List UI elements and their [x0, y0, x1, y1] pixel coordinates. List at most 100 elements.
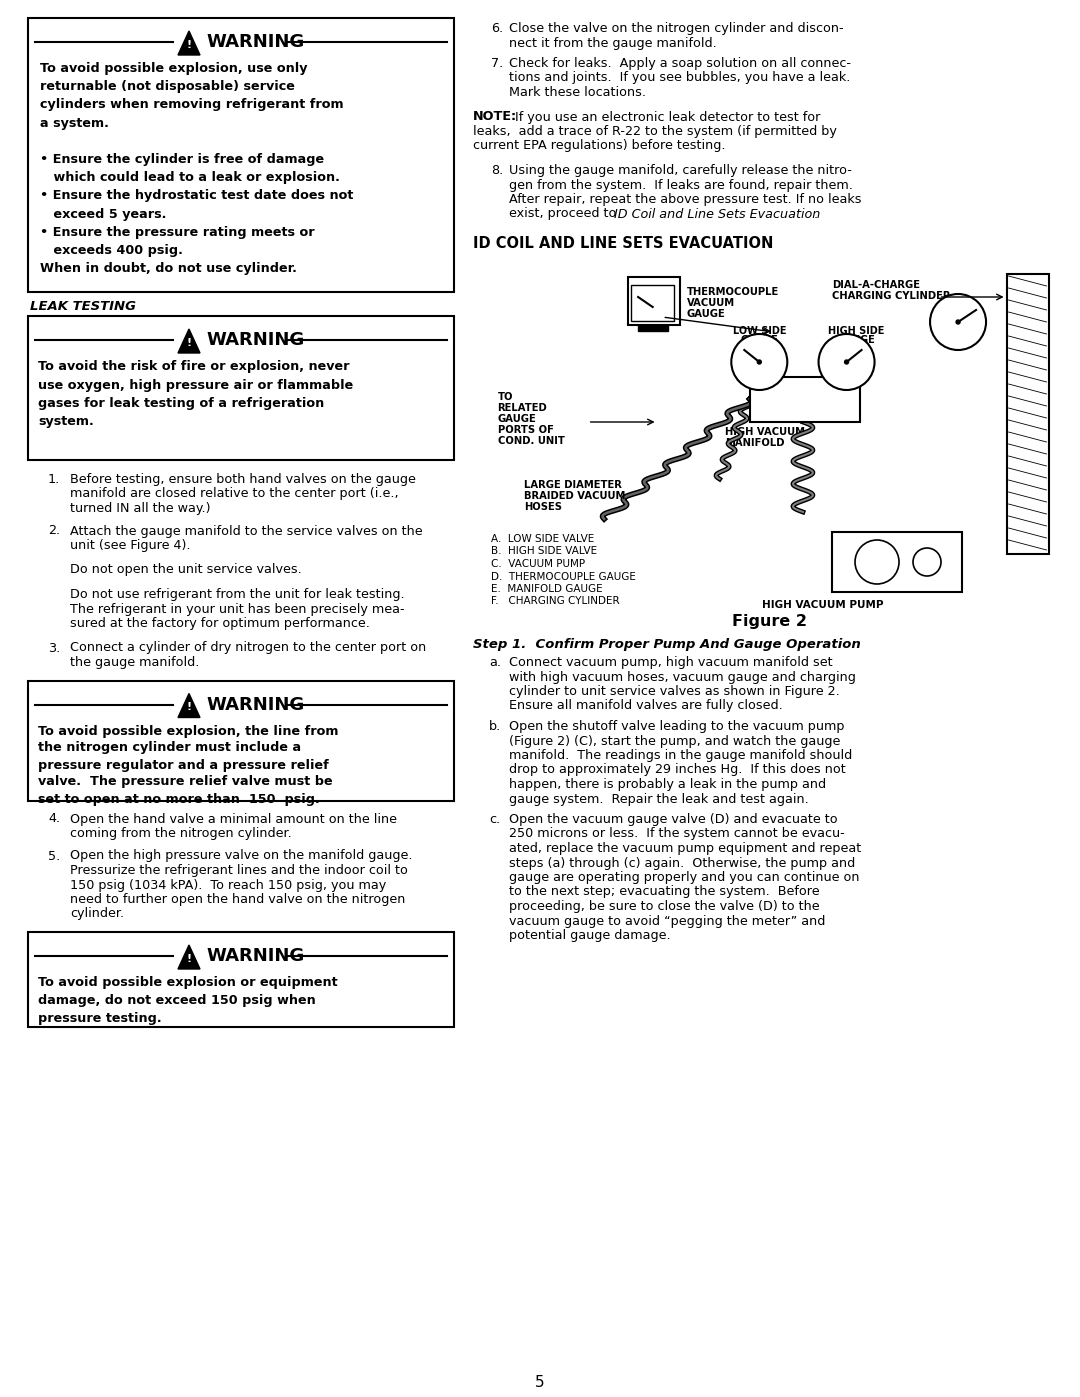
Text: valve.  The pressure relief valve must be: valve. The pressure relief valve must be — [38, 775, 333, 788]
Bar — [1007, 274, 1049, 555]
Text: HOSES: HOSES — [524, 502, 562, 511]
Text: a.: a. — [489, 657, 501, 669]
Text: NOTE:: NOTE: — [473, 110, 517, 123]
Text: pressure testing.: pressure testing. — [38, 1011, 162, 1025]
Text: 3.: 3. — [48, 641, 60, 655]
Text: Do not use refrigerant from the unit for leak testing.: Do not use refrigerant from the unit for… — [70, 588, 405, 601]
Text: Attach the gauge manifold to the service valves on the: Attach the gauge manifold to the service… — [70, 524, 422, 538]
Text: need to further open the hand valve on the nitrogen: need to further open the hand valve on t… — [70, 893, 405, 907]
Text: WARNING: WARNING — [206, 696, 305, 714]
Text: 7.: 7. — [491, 57, 503, 70]
Text: RELATED: RELATED — [498, 402, 548, 414]
Circle shape — [930, 293, 986, 351]
Text: COND. UNIT: COND. UNIT — [498, 436, 565, 446]
Text: WARNING: WARNING — [206, 331, 305, 349]
Text: TO: TO — [498, 393, 513, 402]
Text: HIGH VACUUM PUMP: HIGH VACUUM PUMP — [761, 599, 883, 610]
Text: sured at the factory for optimum performance.: sured at the factory for optimum perform… — [70, 617, 369, 630]
Text: Ensure all manifold valves are fully closed.: Ensure all manifold valves are fully clo… — [509, 700, 783, 712]
Text: To avoid possible explosion or equipment: To avoid possible explosion or equipment — [38, 977, 338, 989]
Text: current EPA regulations) before testing.: current EPA regulations) before testing. — [473, 140, 726, 152]
Bar — [832, 532, 962, 592]
Text: manifold are closed relative to the center port (i.e.,: manifold are closed relative to the cent… — [70, 488, 399, 500]
Text: 5.: 5. — [48, 849, 60, 862]
Text: drop to approximately 29 inches Hg.  If this does not: drop to approximately 29 inches Hg. If t… — [509, 764, 846, 777]
Text: returnable (not disposable) service: returnable (not disposable) service — [40, 80, 295, 94]
Text: F.   CHARGING CYLINDER: F. CHARGING CYLINDER — [491, 597, 620, 606]
Text: a system.: a system. — [40, 116, 109, 130]
Text: ID Coil and Line Sets Evacuation: ID Coil and Line Sets Evacuation — [615, 208, 821, 221]
Text: .: . — [814, 208, 819, 221]
Text: HIGH SIDE: HIGH SIDE — [828, 326, 885, 337]
Text: potential gauge damage.: potential gauge damage. — [509, 929, 671, 942]
Text: LOW SIDE: LOW SIDE — [732, 326, 786, 337]
Text: !: ! — [187, 954, 191, 964]
Bar — [28, 932, 454, 1027]
Text: Open the shutoff valve leading to the vacuum pump: Open the shutoff valve leading to the va… — [509, 719, 845, 733]
Text: 4.: 4. — [48, 813, 60, 826]
Text: b.: b. — [489, 719, 501, 733]
Text: exceeds 400 psig.: exceeds 400 psig. — [40, 244, 183, 257]
Text: steps (a) through (c) again.  Otherwise, the pump and: steps (a) through (c) again. Otherwise, … — [509, 856, 855, 869]
Text: Using the gauge manifold, carefully release the nitro-: Using the gauge manifold, carefully rele… — [509, 163, 852, 177]
Text: the gauge manifold.: the gauge manifold. — [70, 657, 200, 669]
Text: The refrigerant in your unit has been precisely mea-: The refrigerant in your unit has been pr… — [70, 602, 405, 616]
Text: • Ensure the pressure rating meets or: • Ensure the pressure rating meets or — [40, 226, 314, 239]
Text: When in doubt, do not use cylinder.: When in doubt, do not use cylinder. — [40, 263, 297, 275]
Text: 2.: 2. — [48, 524, 60, 538]
Text: (Figure 2) (C), start the pump, and watch the gauge: (Figure 2) (C), start the pump, and watc… — [509, 735, 840, 747]
Circle shape — [757, 360, 761, 365]
Text: After repair, repeat the above pressure test. If no leaks: After repair, repeat the above pressure … — [509, 193, 862, 205]
Bar — [629, 277, 680, 326]
Bar — [28, 316, 454, 460]
Text: D.  THERMOCOUPLE GAUGE: D. THERMOCOUPLE GAUGE — [491, 571, 636, 581]
Circle shape — [913, 548, 941, 576]
Text: BRAIDED VACUUM: BRAIDED VACUUM — [524, 490, 625, 502]
Text: HIGH VACUUM: HIGH VACUUM — [726, 427, 806, 437]
Bar — [632, 285, 674, 321]
Text: B.  HIGH SIDE VALVE: B. HIGH SIDE VALVE — [491, 546, 597, 556]
Text: If you use an electronic leak detector to test for: If you use an electronic leak detector t… — [515, 110, 821, 123]
Text: E.  MANIFOLD GAUGE: E. MANIFOLD GAUGE — [491, 584, 603, 594]
Text: turned IN all the way.): turned IN all the way.) — [70, 502, 211, 515]
Text: 1.: 1. — [48, 474, 60, 486]
Text: 5: 5 — [536, 1375, 544, 1390]
Polygon shape — [178, 944, 200, 970]
Text: !: ! — [187, 338, 191, 348]
Text: GAUGE: GAUGE — [741, 335, 779, 345]
Text: system.: system. — [38, 415, 94, 429]
Text: gases for leak testing of a refrigeration: gases for leak testing of a refrigeratio… — [38, 397, 324, 409]
Text: GAUGE: GAUGE — [838, 335, 876, 345]
Text: Close the valve on the nitrogen cylinder and discon-: Close the valve on the nitrogen cylinder… — [509, 22, 843, 35]
Text: cylinder.: cylinder. — [70, 908, 124, 921]
Bar — [28, 18, 454, 292]
Text: LEAK TESTING: LEAK TESTING — [30, 300, 136, 313]
Text: Open the high pressure valve on the manifold gauge.: Open the high pressure valve on the mani… — [70, 849, 413, 862]
Text: vacuum gauge to avoid “pegging the meter” and: vacuum gauge to avoid “pegging the meter… — [509, 915, 825, 928]
Text: 8.: 8. — [491, 163, 503, 177]
Text: with high vacuum hoses, vacuum gauge and charging: with high vacuum hoses, vacuum gauge and… — [509, 671, 855, 683]
Text: happen, there is probably a leak in the pump and: happen, there is probably a leak in the … — [509, 778, 826, 791]
Text: gen from the system.  If leaks are found, repair them.: gen from the system. If leaks are found,… — [509, 179, 853, 191]
Text: leaks,  add a trace of R-22 to the system (if permitted by: leaks, add a trace of R-22 to the system… — [473, 124, 837, 138]
Text: A.  LOW SIDE VALVE: A. LOW SIDE VALVE — [491, 534, 594, 543]
Text: Check for leaks.  Apply a soap solution on all connec-: Check for leaks. Apply a soap solution o… — [509, 57, 851, 70]
Text: Figure 2: Figure 2 — [731, 615, 807, 629]
Circle shape — [845, 360, 849, 365]
Text: nect it from the gauge manifold.: nect it from the gauge manifold. — [509, 36, 717, 49]
Text: Pressurize the refrigerant lines and the indoor coil to: Pressurize the refrigerant lines and the… — [70, 863, 408, 877]
Text: !: ! — [187, 41, 191, 50]
Text: VACUUM: VACUUM — [687, 298, 734, 307]
Text: tions and joints.  If you see bubbles, you have a leak.: tions and joints. If you see bubbles, yo… — [509, 71, 850, 84]
Text: WARNING: WARNING — [206, 947, 305, 965]
Text: C.  VACUUM PUMP: C. VACUUM PUMP — [491, 559, 585, 569]
Text: ID COIL AND LINE SETS EVACUATION: ID COIL AND LINE SETS EVACUATION — [473, 236, 773, 251]
Text: proceeding, be sure to close the valve (D) to the: proceeding, be sure to close the valve (… — [509, 900, 820, 914]
Text: gauge system.  Repair the leak and test again.: gauge system. Repair the leak and test a… — [509, 792, 809, 806]
Text: Open the hand valve a minimal amount on the line: Open the hand valve a minimal amount on … — [70, 813, 397, 826]
Text: !: ! — [187, 703, 191, 712]
Text: To avoid possible explosion, the line from: To avoid possible explosion, the line fr… — [38, 725, 338, 738]
Text: Open the vacuum gauge valve (D) and evacuate to: Open the vacuum gauge valve (D) and evac… — [509, 813, 838, 826]
Text: set to open at no more than  150  psig.: set to open at no more than 150 psig. — [38, 792, 320, 806]
Text: To avoid the risk of fire or explosion, never: To avoid the risk of fire or explosion, … — [38, 360, 350, 373]
